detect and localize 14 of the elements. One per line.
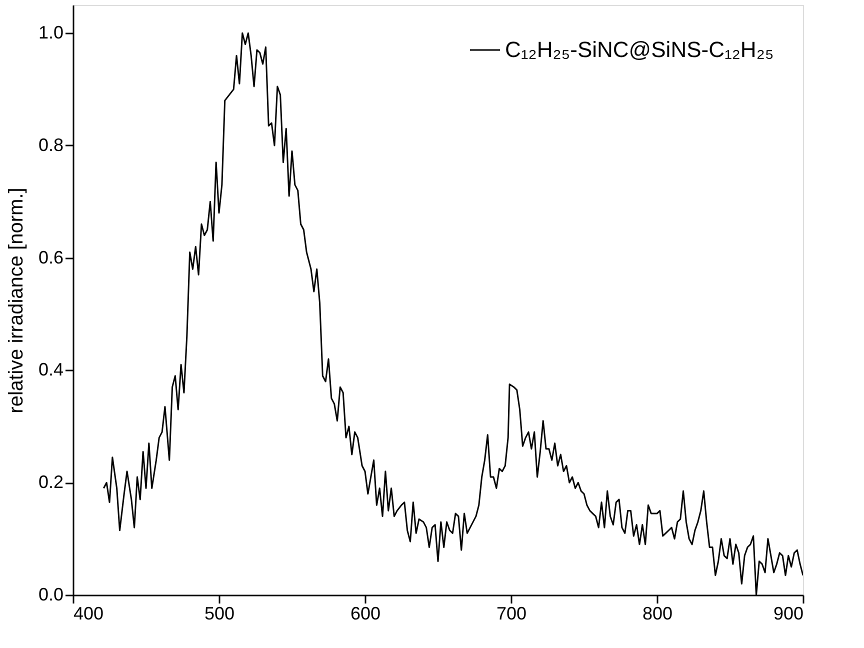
x-tick-label: 800 [642, 604, 673, 624]
x-tick-label: 700 [496, 604, 527, 624]
y-axis-title: relative irradiance [norm.] [5, 188, 28, 414]
x-tick-label: 400 [74, 604, 104, 624]
x-tick-label: 900 [773, 604, 804, 624]
y-tick-label: 0.2 [38, 472, 64, 492]
y-tick-label: 1.0 [38, 22, 64, 43]
x-tick-label: 500 [204, 604, 235, 624]
y-tick-label: 0.8 [38, 134, 64, 155]
y-tick-label: 0.6 [38, 247, 64, 268]
x-tick-label: 600 [350, 604, 381, 624]
y-tick-label: 0.0 [38, 584, 64, 604]
y-tick-label: 0.4 [38, 360, 64, 380]
legend-label: C₁₂H₂₅-SiNC@SiNS-C₁₂H₂₅ [505, 37, 774, 62]
